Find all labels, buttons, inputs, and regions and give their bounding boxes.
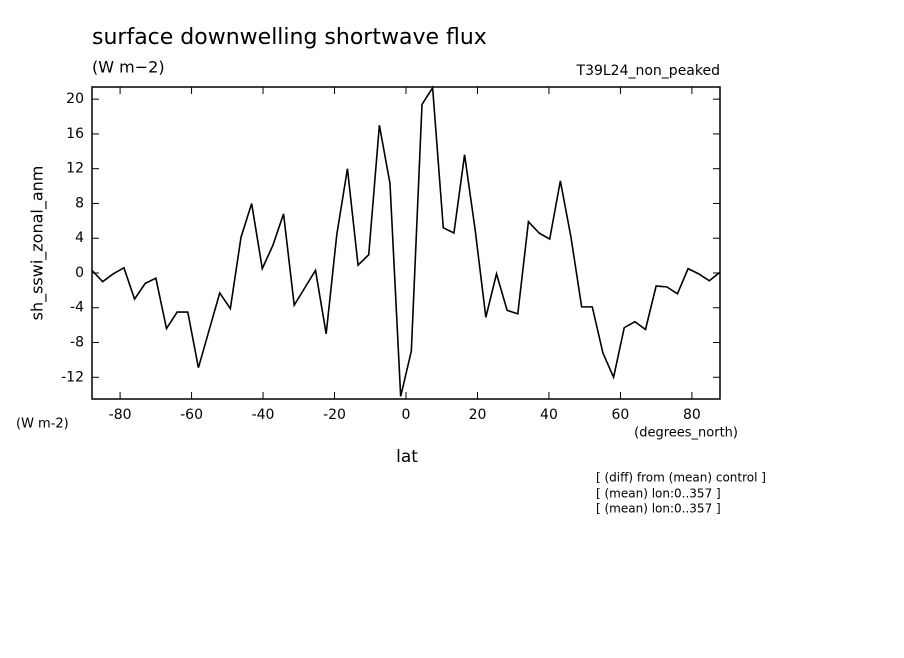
y-tick-label: 16 [66, 126, 84, 142]
x-tick-label: -40 [252, 407, 275, 423]
note: [ (mean) lon:0..357 ] [596, 502, 721, 516]
units: (W m−2) [92, 58, 165, 77]
x-axis-label: lat [396, 447, 418, 467]
y-tick-label: 12 [66, 161, 84, 177]
note: [ (mean) lon:0..357 ] [596, 487, 721, 501]
y-tick-label: 4 [75, 230, 84, 246]
y-units: (W m-2) [16, 417, 69, 432]
chart-title: surface downwelling shortwave flux [92, 25, 487, 50]
x-tick-label: 60 [612, 407, 630, 423]
y-tick-label: 0 [75, 265, 84, 281]
note: [ (diff) from (mean) control ] [596, 471, 766, 485]
y-tick-label: 8 [75, 195, 84, 211]
x-tick-label: -20 [323, 407, 346, 423]
x-tick-label: 20 [469, 407, 487, 423]
data-line [91, 85, 721, 397]
y-axis-label: sh_sswi_zonal_anm [28, 166, 48, 321]
x-tick-label: 40 [540, 407, 558, 423]
x-tick-label: 80 [683, 407, 701, 423]
x-tick-label: -60 [180, 407, 203, 423]
x-units: (degrees_north) [634, 426, 738, 441]
y-tick-label: -4 [70, 300, 84, 316]
y-tick-label: -12 [61, 369, 84, 385]
y-tick-label: -8 [70, 335, 84, 351]
x-tick-label: -80 [109, 407, 132, 423]
plot-frame [91, 86, 721, 400]
x-tick-label: 0 [402, 407, 411, 423]
run-label: T39L24_non_peaked [576, 63, 720, 79]
y-tick-label: 20 [66, 91, 84, 107]
